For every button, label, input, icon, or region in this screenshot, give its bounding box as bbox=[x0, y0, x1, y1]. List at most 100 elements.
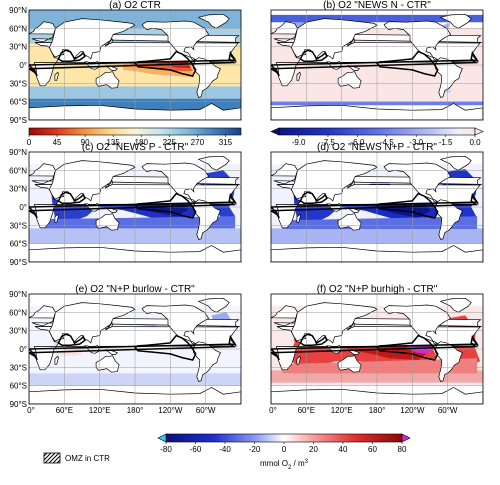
panel-d: (d) O2 "NEWS N+P - CTR" bbox=[270, 142, 484, 263]
lat-tick-label: 90°N bbox=[9, 148, 27, 157]
omz-contour bbox=[271, 334, 479, 361]
land-greenland bbox=[439, 13, 472, 29]
land-australia bbox=[95, 355, 120, 373]
land-madagascar bbox=[296, 71, 301, 81]
land-japan bbox=[347, 321, 355, 331]
omz-contour bbox=[133, 50, 197, 77]
colorbar-tick-label: -4.5 bbox=[380, 138, 394, 147]
colorbar-tick-label: -6.0 bbox=[351, 138, 365, 147]
land-asia bbox=[291, 160, 378, 204]
panel-title-a: (a) O2 CTR bbox=[109, 0, 161, 11]
lat-tick-label: 30°N bbox=[9, 327, 27, 336]
lat-tick-label: 60°N bbox=[9, 166, 27, 175]
land-madagascar bbox=[54, 213, 59, 223]
lon-tick-label: 60°W bbox=[196, 406, 216, 415]
lon-tick-label: 180° bbox=[369, 406, 386, 415]
colorbar-tick-label: 180 bbox=[135, 138, 149, 147]
omz-contour bbox=[375, 334, 439, 361]
panel-title-c: (c) O2 "NEWS P - CTR" bbox=[82, 142, 189, 153]
panel-c: (c) O2 "NEWS P - CTR" 90°N 60°N 30°N 0° 30°S 6… bbox=[9, 142, 242, 267]
omz-contour bbox=[57, 49, 86, 63]
colorbar-over-arrow bbox=[474, 127, 484, 136]
land-greenland bbox=[439, 155, 472, 171]
lon-tick-label: 60°W bbox=[438, 406, 458, 415]
panel-frame bbox=[270, 293, 484, 405]
lon-tick-label: 60°E bbox=[56, 406, 73, 415]
land-japan bbox=[105, 321, 113, 331]
colorbar-under-arrow bbox=[270, 127, 280, 136]
colorbar-tick-label: -9.0 bbox=[292, 138, 306, 147]
colorbar-unit-label: mmol O2 / m3 bbox=[260, 459, 309, 471]
land-australia bbox=[95, 213, 120, 231]
omz-contour bbox=[133, 334, 197, 361]
panel-frame bbox=[28, 151, 242, 263]
field-region bbox=[279, 358, 478, 374]
colorbar-ramp bbox=[165, 433, 403, 443]
colorbar-tick-label: 60 bbox=[368, 445, 377, 454]
panels-layer: (a) O2 CTR 90°N 60°N 30°N 0° 30°S 60°S 90°S (b) … bbox=[9, 0, 484, 415]
lat-tick-label: 30°S bbox=[10, 221, 27, 230]
lat-tick-label: 60°S bbox=[10, 382, 27, 391]
omz-legend-label: OMZ in CTR bbox=[65, 454, 110, 463]
land-greenland bbox=[197, 297, 230, 313]
omz-contour bbox=[299, 333, 328, 347]
land-south-america bbox=[192, 199, 221, 240]
colorbars-layer: 0 45 90 135 180 225 270 315 -9.0 -7.5 -6.0 -4.5 -3.0… bbox=[27, 127, 484, 471]
colorbar-tick-label: -60 bbox=[190, 445, 202, 454]
land-asia bbox=[49, 18, 136, 62]
omz-contour bbox=[29, 334, 237, 361]
lon-tick-label: 0° bbox=[269, 406, 277, 415]
panel-title-d: (d) O2 "NEWS N+P - CTR" bbox=[317, 142, 437, 153]
colorbar-tick-label: -7.5 bbox=[321, 138, 335, 147]
lat-tick-label: 30°N bbox=[9, 43, 27, 52]
land-japan bbox=[347, 179, 355, 189]
colorbar-tick-label: 225 bbox=[163, 138, 177, 147]
omz-contour bbox=[29, 192, 237, 219]
panel-f: (f) O2 "N+P burhigh - CTR" 0° 60°E 120°E 180… bbox=[269, 284, 484, 415]
land-australia bbox=[337, 355, 362, 373]
omz-contour bbox=[375, 50, 439, 77]
colorbar-tick-label: -3.0 bbox=[409, 138, 423, 147]
colorbar-tick-label: 0.0 bbox=[469, 138, 481, 147]
land-japan bbox=[105, 179, 113, 189]
land-australia bbox=[337, 71, 362, 89]
map-body-c bbox=[29, 152, 241, 262]
omz-contour bbox=[29, 50, 237, 77]
lat-tick-label: 30°S bbox=[10, 363, 27, 372]
colorbar-tick-label: 315 bbox=[219, 138, 233, 147]
land-asia bbox=[49, 160, 136, 204]
lat-tick-label: 60°N bbox=[9, 24, 27, 33]
colorbar-main: -80 -60 -40 -20 0 20 40 60 80 mmol O2 / m3 bbox=[157, 433, 411, 471]
land-greenland bbox=[197, 13, 230, 29]
land-south-america bbox=[192, 341, 221, 382]
panel-frame bbox=[270, 151, 484, 263]
lat-tick-label: 90°S bbox=[10, 400, 27, 409]
land-north-america bbox=[383, 304, 452, 345]
colorbar-tick-label: 135 bbox=[106, 138, 120, 147]
land-greenland bbox=[197, 155, 230, 171]
omz-legend: OMZ in CTR bbox=[43, 452, 110, 464]
colorbar-a: 0 45 90 135 180 225 270 315 bbox=[27, 127, 242, 147]
colorbar-tick-label: 270 bbox=[191, 138, 205, 147]
panel-a: (a) O2 CTR 90°N 60°N 30°N 0° 30°S 60°S 90°S bbox=[9, 0, 242, 125]
colorbar-tick-label: 40 bbox=[339, 445, 348, 454]
land-north-america bbox=[383, 20, 452, 61]
colorbar-tick-label: -20 bbox=[249, 445, 261, 454]
land-south-america bbox=[192, 57, 221, 98]
lat-tick-label: 0° bbox=[19, 203, 27, 212]
lat-tick-label: 90°S bbox=[10, 258, 27, 267]
lat-tick-label: 90°N bbox=[9, 6, 27, 15]
lon-tick-label: 180° bbox=[127, 406, 144, 415]
land-north-america bbox=[141, 20, 210, 61]
lon-tick-label: 60°E bbox=[298, 406, 315, 415]
omz-contour bbox=[57, 333, 86, 347]
map-body-e bbox=[29, 294, 241, 404]
land-north-america bbox=[383, 162, 452, 203]
lat-tick-label: 30°S bbox=[10, 79, 27, 88]
map-body-a bbox=[29, 10, 241, 120]
land-madagascar bbox=[296, 213, 301, 223]
land-japan bbox=[105, 37, 113, 47]
panel-e: (e) O2 "N+P burlow - CTR" 90°N 60°N 30°N 0° 3… bbox=[9, 284, 242, 415]
omz-contour bbox=[271, 50, 479, 77]
omz-contour bbox=[133, 192, 197, 219]
